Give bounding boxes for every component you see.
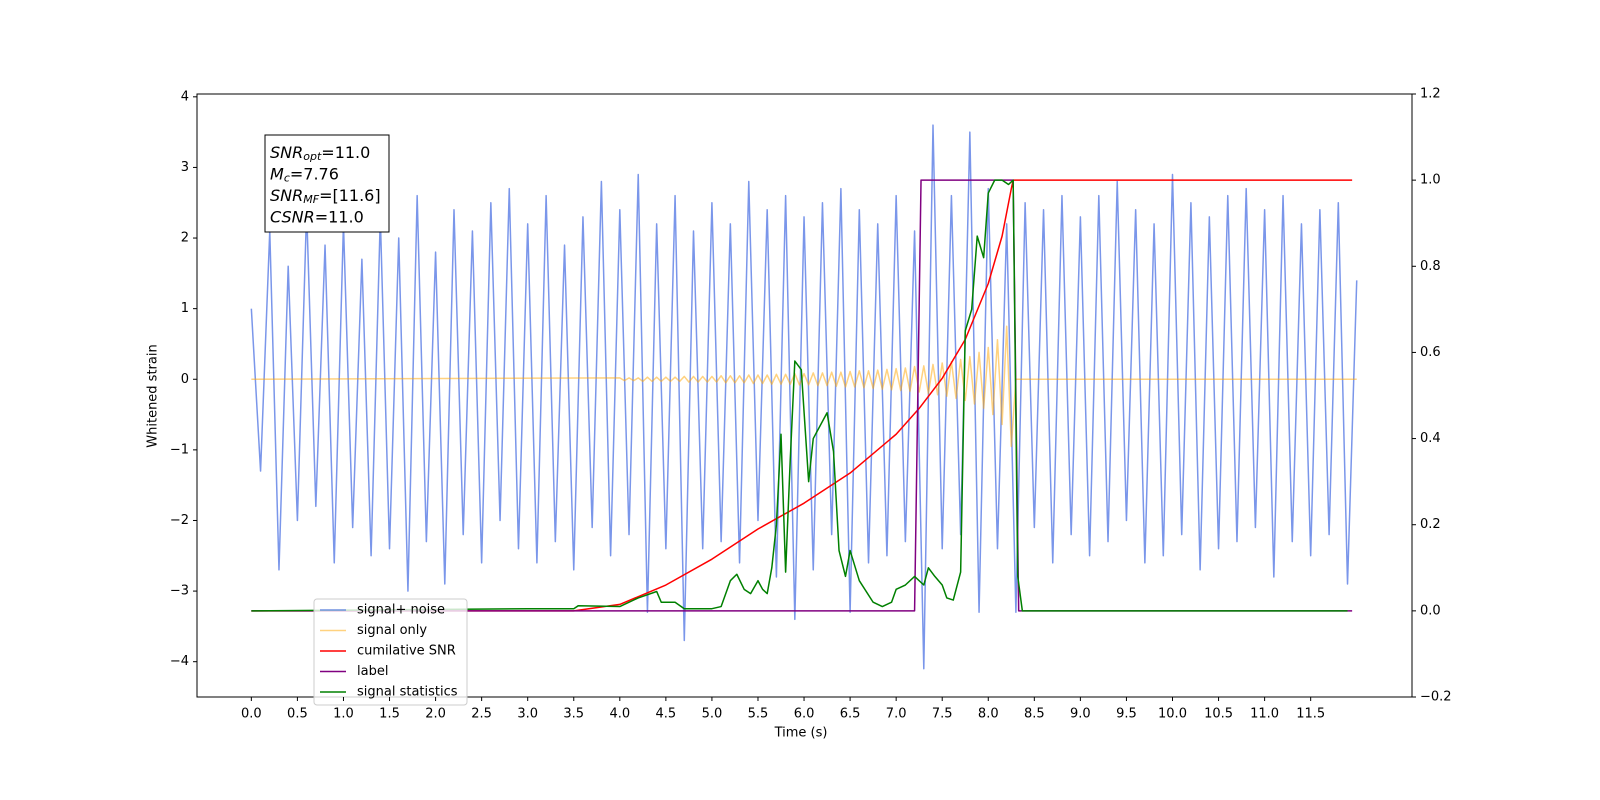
x-tick-label: 2.5 — [471, 707, 492, 722]
x-tick-label: 1.0 — [333, 707, 354, 722]
y2-tick-label: 0.0 — [1420, 603, 1441, 618]
legend-label: signal only — [357, 623, 427, 638]
x-tick-label: 7.0 — [886, 707, 907, 722]
annotation-line: CSNR=11.0 — [270, 207, 364, 226]
annotation-line: Mc=7.76 — [270, 164, 339, 185]
x-tick-label: 9.5 — [1116, 707, 1137, 722]
legend-label: label — [357, 664, 388, 679]
annotation-line: SNRMF=[11.6] — [270, 186, 381, 207]
annotation-value: =7.76 — [290, 164, 339, 183]
annotation-symbol: SNR — [270, 143, 303, 162]
y2-tick-label: 1.2 — [1420, 87, 1441, 102]
x-tick-label: 10.5 — [1204, 707, 1233, 722]
x-tick-label: 0.0 — [241, 707, 262, 722]
x-tick-label: 5.5 — [748, 707, 769, 722]
x-tick-label: 8.5 — [1024, 707, 1045, 722]
x-tick-label: 2.0 — [425, 707, 446, 722]
x-tick-label: 9.0 — [1070, 707, 1091, 722]
y2-tick-label: 1.0 — [1420, 173, 1441, 188]
x-tick-label: 4.0 — [609, 707, 630, 722]
legend-label: signal+ noise — [357, 603, 445, 618]
x-tick-label: 0.5 — [287, 707, 308, 722]
annotation-subscript: c — [284, 172, 290, 185]
y-tick-label: −1 — [170, 442, 189, 457]
x-tick-label: 7.5 — [932, 707, 953, 722]
x-axis-label: Time (s) — [774, 726, 828, 741]
y-tick-label: 0 — [181, 372, 189, 387]
y-axis-label: Whitened strain — [146, 344, 161, 447]
y-tick-label: 1 — [181, 301, 189, 316]
annotation-subscript: MF — [303, 193, 319, 206]
plot-area — [250, 124, 1358, 670]
series-line — [251, 179, 1348, 612]
annotation-line: SNRopt=11.0 — [270, 143, 370, 164]
x-tick-label: 5.0 — [702, 707, 723, 722]
x-tick-label: 3.5 — [563, 707, 584, 722]
y2-tick-label: −0.2 — [1420, 690, 1452, 705]
x-tick-label: 6.0 — [794, 707, 815, 722]
annotation-subscript: opt — [303, 150, 322, 163]
annotation-symbol: M — [270, 164, 284, 183]
x-tick-label: 8.0 — [978, 707, 999, 722]
x-tick-label: 6.5 — [840, 707, 861, 722]
x-tick-label: 11.0 — [1250, 707, 1279, 722]
y-tick-label: 2 — [181, 231, 189, 246]
y2-tick-label: 0.2 — [1420, 517, 1441, 532]
series-line — [250, 124, 1358, 670]
y-tick-label: −2 — [170, 513, 189, 528]
annotation-value: =11.0 — [321, 143, 370, 162]
x-tick-label: 10.0 — [1158, 707, 1187, 722]
x-tick-label: 11.5 — [1296, 707, 1325, 722]
x-tick-label: 3.0 — [517, 707, 538, 722]
y-tick-label: 3 — [181, 160, 189, 175]
series-line — [251, 179, 1353, 612]
legend-label: cumilative SNR — [357, 644, 456, 659]
annotation-symbol: CSNR — [270, 207, 315, 226]
legend-frame — [313, 598, 468, 706]
y2-tick-label: 0.4 — [1420, 431, 1441, 446]
series-line — [251, 325, 1357, 448]
legend-label: signal statistics — [357, 685, 458, 700]
y2-tick-label: 0.8 — [1420, 259, 1441, 274]
x-tick-label: 4.5 — [656, 707, 677, 722]
legend: signal+ noise signal only cumilative SNR la… — [313, 598, 468, 706]
x-tick-label: 1.5 — [379, 707, 400, 722]
y-tick-label: 4 — [181, 89, 189, 104]
y-tick-label: −3 — [170, 584, 189, 599]
annotation-symbol: SNR — [270, 186, 303, 205]
annotation-frame — [264, 134, 390, 233]
annotation-value: =11.0 — [315, 207, 364, 226]
annotation-value: =[11.6] — [319, 186, 381, 205]
y-tick-label: −4 — [170, 654, 189, 669]
y2-tick-label: 0.6 — [1420, 345, 1441, 360]
